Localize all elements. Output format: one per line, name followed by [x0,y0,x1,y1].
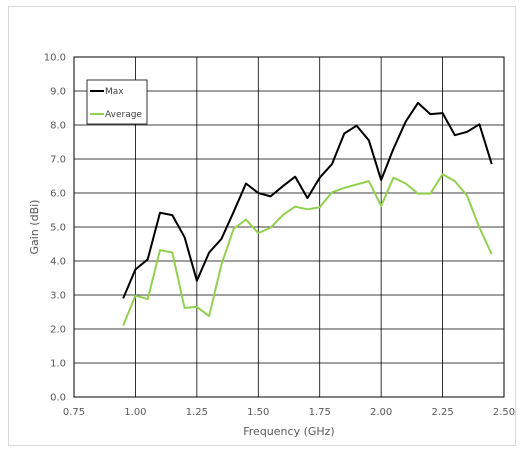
y-tick-label: 2.0 [50,325,66,336]
legend: Max Average [86,79,148,125]
x-tick-label: 1.00 [124,407,146,418]
y-axis-ticks: 0.0 1.0 2.0 3.0 4.0 5.0 6.0 7.0 8.0 9.0 10.0 [44,53,66,404]
x-axis-title: Frequency (GHz) [243,425,334,438]
y-tick-label: 9.0 [50,87,66,98]
series-line-average [122,173,493,326]
y-tick-label: 5.0 [50,223,66,234]
y-tick-label: 1.0 [50,359,66,370]
y-tick-label: 7.0 [50,155,66,166]
legend-label-average: Average [105,110,142,120]
plot-border [73,56,505,398]
x-tick-label: 0.75 [63,407,85,418]
y-tick-label: 4.0 [50,257,66,268]
series-layer [122,101,493,326]
x-tick-label: 2.25 [431,407,453,418]
y-tick-label: 0.0 [50,393,66,404]
series-line-max [122,101,493,299]
y-tick-label: 8.0 [50,121,66,132]
x-tick-label: 2.00 [370,407,392,418]
x-tick-label: 1.50 [247,407,269,418]
y-tick-label: 6.0 [50,189,66,200]
legend-box [86,79,148,125]
legend-label-max: Max [105,87,124,97]
y-tick-label: 10.0 [44,53,66,64]
x-axis-ticks: 0.75 1.00 1.25 1.50 1.75 2.00 2.25 2.50 [63,407,515,418]
x-tick-label: 2.50 [493,407,515,418]
y-tick-label: 3.0 [50,291,66,302]
x-tick-label: 1.75 [309,407,331,418]
x-tick-label: 1.25 [186,407,208,418]
y-axis-title: Gain (dBi) [28,200,41,255]
